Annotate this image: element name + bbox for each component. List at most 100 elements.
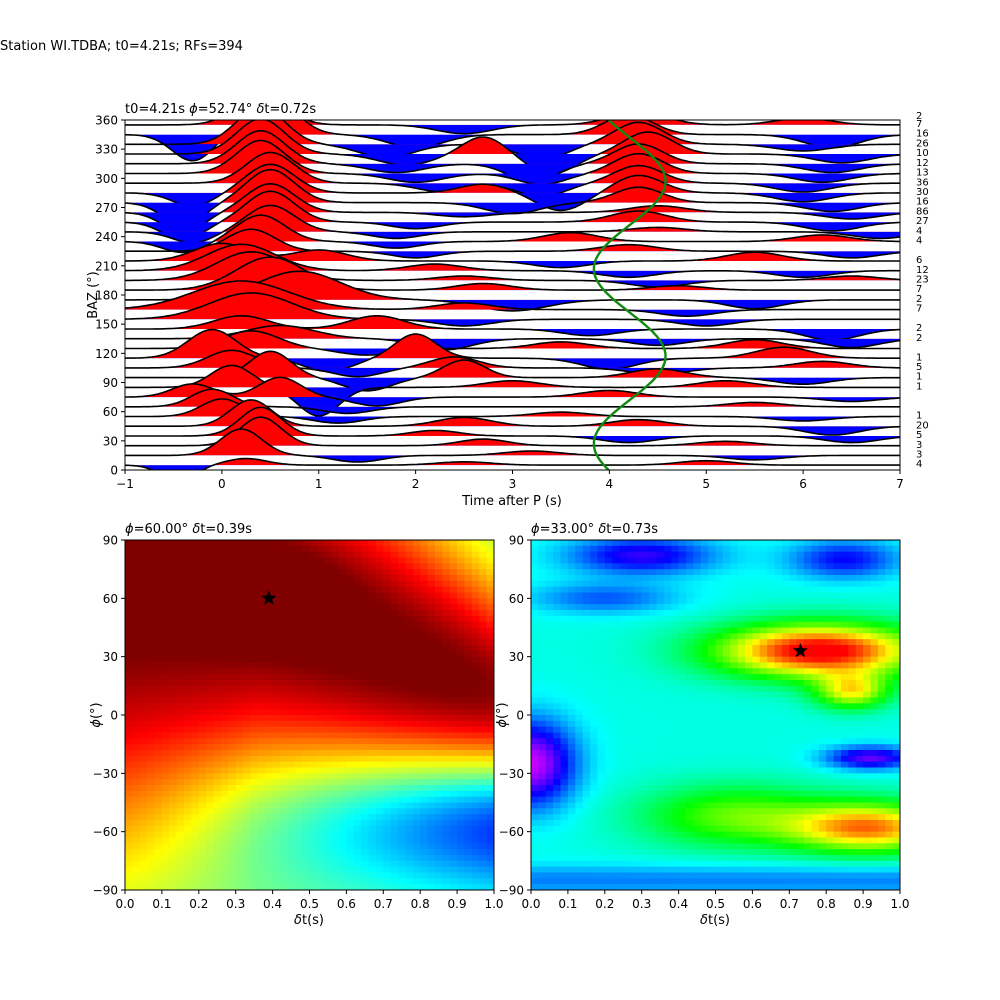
heatmap-cell	[818, 645, 827, 652]
heatmap-cell	[257, 878, 266, 885]
heatmap-cell	[663, 633, 672, 640]
heatmap-cell	[390, 837, 399, 844]
heatmap-cell	[316, 685, 325, 693]
heatmap-cell	[206, 837, 215, 844]
heatmap-cell	[604, 540, 613, 547]
heatmap-cell	[309, 586, 318, 594]
heatmap-cell	[272, 627, 281, 634]
heatmap-cell	[191, 569, 200, 576]
heatmap-cell	[479, 627, 488, 634]
heatmap-cell	[302, 610, 311, 617]
heatmap-cell	[339, 610, 347, 617]
heatmap-cell	[353, 621, 362, 629]
heatmap-cell	[228, 621, 237, 629]
heatmap-cell	[324, 808, 333, 815]
heatmap-cell	[612, 633, 621, 640]
heatmap-cell	[700, 551, 709, 559]
heatmap-cell	[486, 779, 494, 786]
heatmap-cell	[863, 621, 872, 629]
heatmap-cell	[339, 598, 347, 605]
heatmap-cell	[191, 750, 200, 757]
heatmap-cell	[663, 557, 672, 564]
heatmap-cell	[553, 650, 562, 658]
heatmap-cell	[885, 715, 894, 722]
heatmap-cell	[331, 855, 340, 862]
heatmap-cell	[649, 621, 658, 629]
heatmap-cell	[125, 860, 133, 868]
heatmap-cell	[457, 639, 466, 646]
heatmap-cell	[486, 802, 494, 809]
heatmap-cell	[708, 592, 717, 599]
heatmap-cell	[626, 720, 635, 728]
heatmap-cell	[700, 586, 709, 594]
heatmap-cell	[619, 668, 628, 675]
heatmap-cell	[361, 855, 370, 862]
heatmap-cell	[848, 598, 857, 605]
heatmap-cell	[213, 540, 222, 547]
heatmap-cell	[375, 738, 384, 745]
heatmap-cell	[457, 738, 466, 745]
heatmap-cell	[235, 709, 244, 716]
heatmap-cell	[811, 685, 820, 693]
heatmap-cell	[294, 790, 303, 798]
heatmap-cell	[257, 820, 266, 827]
heatmap-cell	[471, 831, 480, 839]
heatmap-cell	[442, 872, 451, 879]
heatmap-cell	[383, 849, 392, 856]
heatmap-cell	[457, 709, 466, 716]
heatmap-cell	[309, 557, 318, 564]
heatmap-cell	[250, 685, 259, 693]
heatmap-cell	[147, 604, 156, 611]
heatmap-cell	[257, 551, 266, 559]
heatmap-cell	[531, 738, 539, 745]
heatmap-cell	[331, 808, 340, 815]
heatmap-cell	[619, 639, 628, 646]
heatmap-cell	[863, 691, 872, 699]
heatmap-cell	[892, 604, 900, 611]
heatmap-cell	[287, 843, 296, 850]
heatmap-cell	[745, 656, 753, 664]
heatmap-cell	[346, 685, 355, 693]
heatmap-cell	[464, 540, 473, 547]
heatmap-cell	[575, 726, 584, 734]
heatmap-cell	[663, 569, 672, 576]
heatmap-cell	[184, 785, 193, 792]
heatmap-cell	[449, 720, 458, 728]
heatmap-cell	[294, 831, 303, 839]
heatmap-cell	[442, 604, 451, 611]
heatmap-cell	[737, 709, 746, 716]
heatmap-cell	[257, 790, 266, 798]
heatmap-cell	[206, 808, 215, 815]
heatmap-cell	[863, 726, 872, 734]
heatmap-cell	[840, 580, 849, 588]
heatmap-cell	[885, 726, 894, 734]
heatmap-cell	[427, 621, 436, 629]
heatmap-cell	[553, 639, 562, 646]
heatmap-cell	[361, 604, 370, 611]
heatmap-cell	[353, 615, 362, 623]
heatmap-cell	[265, 604, 274, 611]
heatmap-cell	[176, 761, 185, 769]
heatmap-cell	[346, 761, 355, 769]
heatmap-cell	[781, 575, 790, 582]
heatmap-cell	[634, 680, 643, 687]
heatmap-cell	[287, 814, 296, 821]
heatmap-cell	[147, 761, 156, 769]
heatmap-cell	[449, 685, 458, 693]
heatmap-cell	[324, 680, 333, 687]
heatmap-cell	[420, 691, 429, 699]
heatmap-cell	[250, 563, 259, 570]
heatmap-cell	[265, 650, 274, 658]
heatmap-cell	[671, 580, 680, 588]
heatmap-cell	[722, 720, 731, 728]
heatmap-cell	[132, 645, 141, 652]
heatmap-cell	[693, 668, 702, 675]
heatmap-cell	[316, 551, 325, 559]
heatmap-cell	[767, 703, 776, 710]
heatmap-cell	[339, 621, 347, 629]
heatmap-cell	[309, 814, 318, 821]
heatmap-cell	[656, 668, 665, 675]
heatmap-cell	[287, 674, 296, 681]
heatmap-cell	[442, 639, 451, 646]
heatmap-cell	[597, 598, 606, 605]
